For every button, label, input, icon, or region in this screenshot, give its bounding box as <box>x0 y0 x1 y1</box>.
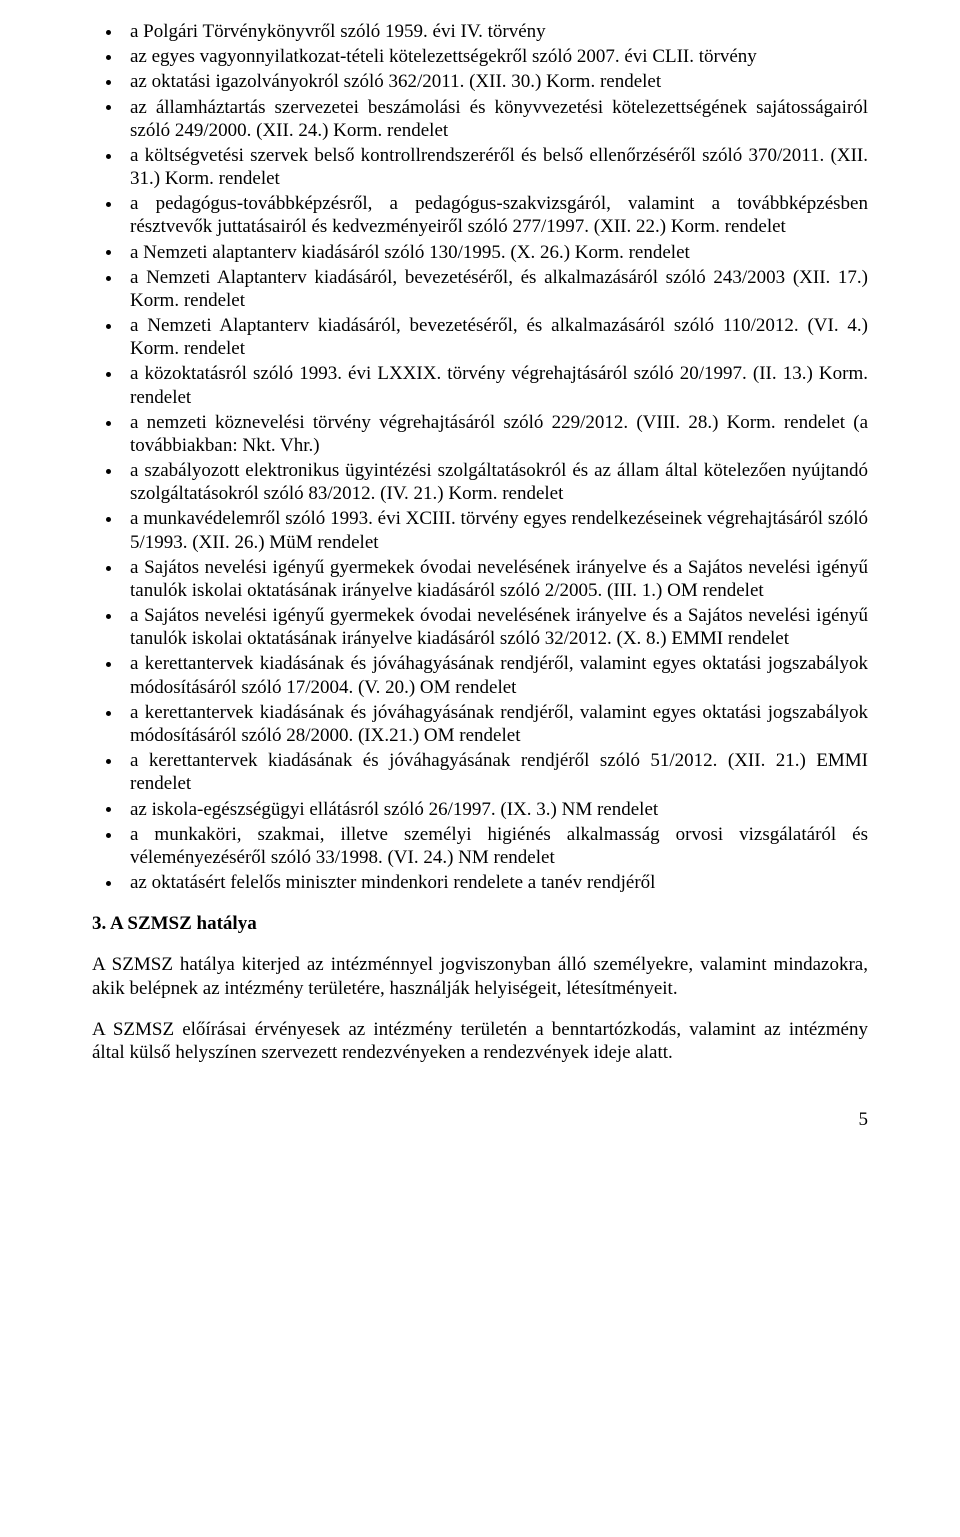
list-item: a közoktatásról szóló 1993. évi LXXIX. t… <box>92 362 868 408</box>
list-item: az oktatási igazolványokról szóló 362/20… <box>92 70 868 93</box>
list-item: a Sajátos nevelési igényű gyermekek óvod… <box>92 556 868 602</box>
section-heading: 3. A SZMSZ hatálya <box>92 912 868 935</box>
list-item: a Nemzeti alaptanterv kiadásáról szóló 1… <box>92 241 868 264</box>
legal-list: a Polgári Törvénykönyvről szóló 1959. év… <box>92 20 868 894</box>
list-item: a Polgári Törvénykönyvről szóló 1959. év… <box>92 20 868 43</box>
list-item: a pedagógus-továbbképzésről, a pedagógus… <box>92 192 868 238</box>
list-item: a Nemzeti Alaptanterv kiadásáról, beveze… <box>92 314 868 360</box>
list-item: az államháztartás szervezetei beszámolás… <box>92 96 868 142</box>
body-paragraph-1: A SZMSZ hatálya kiterjed az intézménnyel… <box>92 953 868 999</box>
list-item: a költségvetési szervek belső kontrollre… <box>92 144 868 190</box>
list-item: a szabályozott elektronikus ügyintézési … <box>92 459 868 505</box>
list-item: az egyes vagyonnyilatkozat-tételi kötele… <box>92 45 868 68</box>
page-number: 5 <box>92 1108 868 1131</box>
list-item: a munkaköri, szakmai, illetve személyi h… <box>92 823 868 869</box>
list-item: az iskola-egészségügyi ellátásról szóló … <box>92 798 868 821</box>
list-item: a kerettantervek kiadásának és jóváhagyá… <box>92 701 868 747</box>
list-item: a kerettantervek kiadásának és jóváhagyá… <box>92 749 868 795</box>
list-item: a munkavédelemről szóló 1993. évi XCIII.… <box>92 507 868 553</box>
list-item: a kerettantervek kiadásának és jóváhagyá… <box>92 652 868 698</box>
list-item: az oktatásért felelős miniszter mindenko… <box>92 871 868 894</box>
list-item: a Sajátos nevelési igényű gyermekek óvod… <box>92 604 868 650</box>
list-item: a Nemzeti Alaptanterv kiadásáról, beveze… <box>92 266 868 312</box>
body-paragraph-2: A SZMSZ előírásai érvényesek az intézmén… <box>92 1018 868 1064</box>
list-item: a nemzeti köznevelési törvény végrehajtá… <box>92 411 868 457</box>
